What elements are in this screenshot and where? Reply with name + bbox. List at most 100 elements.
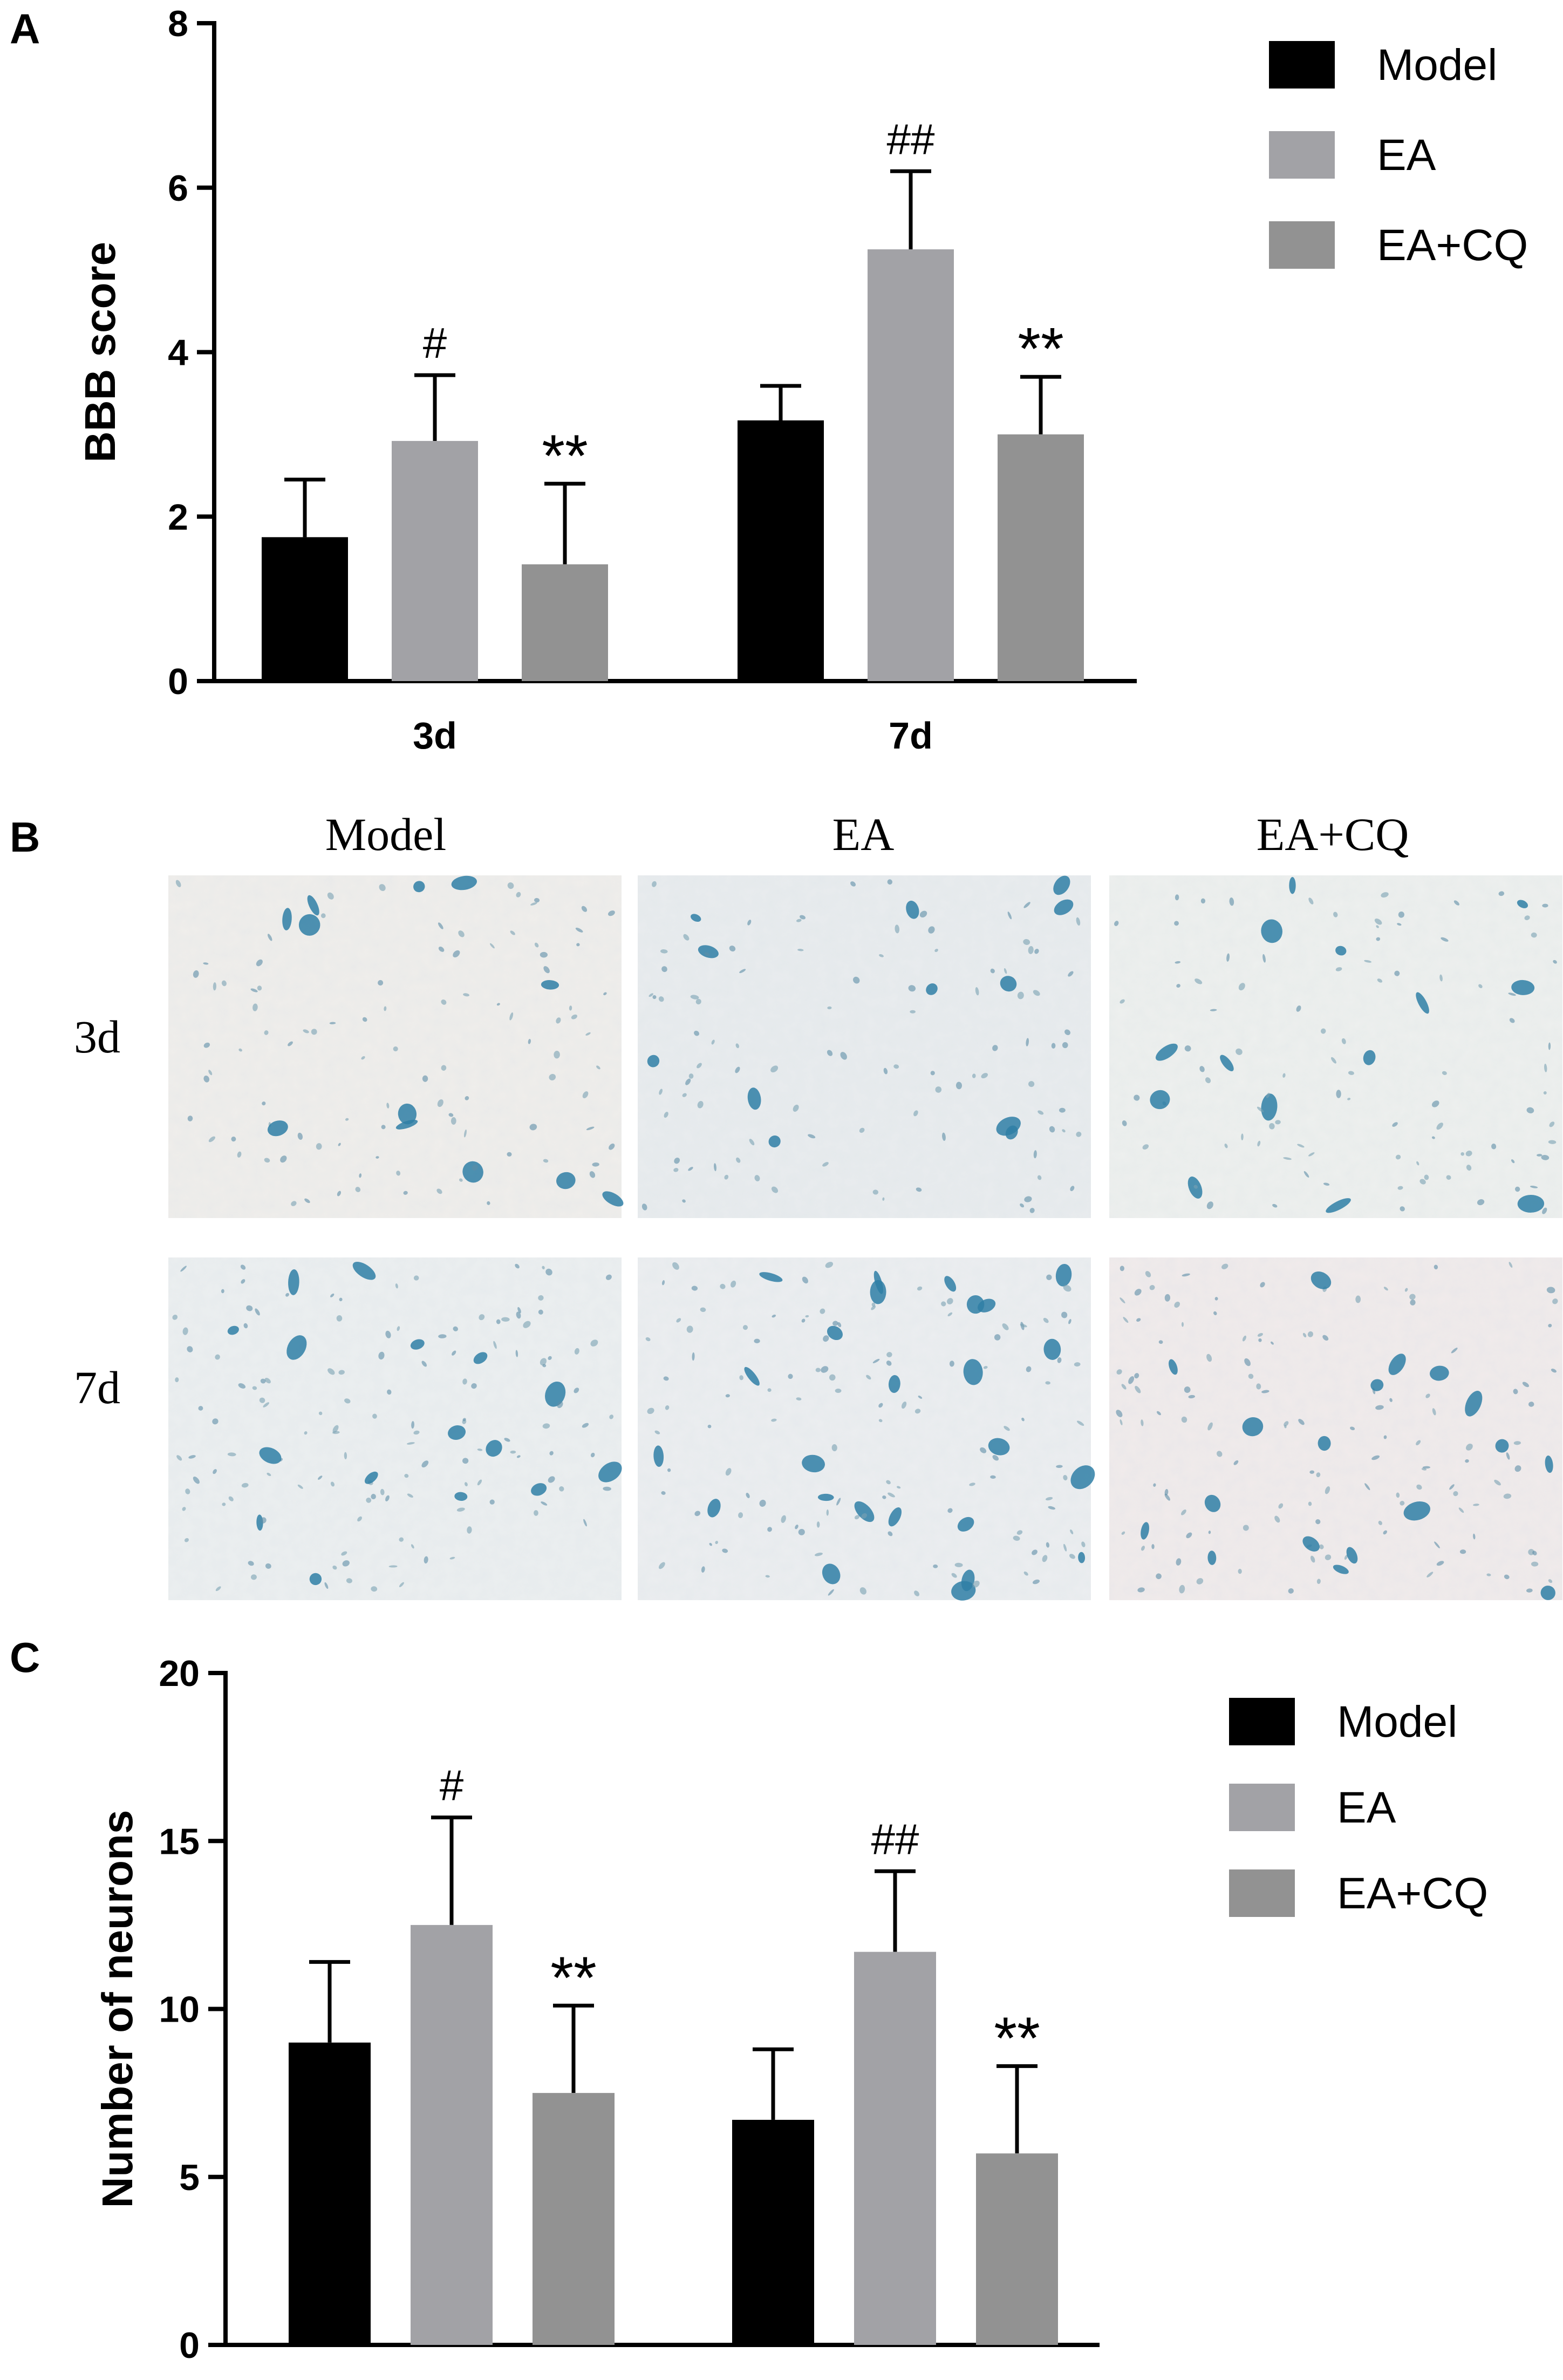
stained-neuron (827, 1325, 843, 1341)
stained-neuron (759, 1272, 783, 1282)
stained-nucleus (701, 1566, 705, 1573)
stained-nucleus (574, 1348, 579, 1355)
stained-nucleus (462, 1378, 467, 1385)
stained-nucleus (951, 1573, 957, 1578)
stained-nucleus (1325, 1486, 1330, 1494)
stained-nucleus (451, 1117, 456, 1125)
stained-nucleus (198, 1406, 203, 1411)
stained-nucleus (1283, 1157, 1292, 1160)
stained-nucleus (437, 1099, 443, 1107)
stained-nucleus (413, 1275, 419, 1281)
stained-nucleus (1432, 1408, 1436, 1416)
stained-nucleus (725, 1394, 730, 1398)
stained-nucleus (459, 1178, 463, 1182)
bar-ea-cq-7d (976, 2153, 1058, 2345)
stained-nucleus (477, 1479, 482, 1486)
stained-nucleus (1196, 1578, 1204, 1585)
stained-nucleus (465, 1096, 469, 1100)
stained-neuron (1005, 1125, 1018, 1140)
stained-nucleus (1383, 1435, 1387, 1439)
stained-nucleus (1511, 1159, 1515, 1164)
stained-nucleus (1546, 1287, 1555, 1294)
stained-nucleus (507, 1152, 512, 1157)
stained-nucleus (1486, 1573, 1491, 1576)
stained-nucleus (1477, 1199, 1485, 1206)
stained-nucleus (1174, 1301, 1180, 1308)
stained-nucleus (770, 1065, 779, 1073)
stained-nucleus (1028, 1081, 1035, 1087)
bar-ea-cq-3d (533, 2093, 615, 2345)
stained-nucleus (1494, 1479, 1501, 1486)
stained-nucleus (1344, 1554, 1348, 1560)
stained-nucleus (1548, 1042, 1551, 1050)
stained-nucleus (1400, 1501, 1405, 1506)
stained-nucleus (1513, 1441, 1521, 1445)
stained-nucleus (1158, 1340, 1163, 1344)
stained-nucleus (1504, 1574, 1510, 1580)
stained-nucleus (1004, 968, 1007, 974)
stained-nucleus (814, 1552, 823, 1556)
stained-nucleus (1278, 1503, 1284, 1509)
stained-nucleus (1416, 1440, 1421, 1445)
y-tick-label: 0 (168, 661, 188, 702)
stained-nucleus (1179, 1585, 1185, 1594)
stained-nucleus (1141, 1546, 1145, 1551)
stained-nucleus (935, 1086, 942, 1093)
stained-nucleus (1397, 1186, 1403, 1190)
tissue-texture (1109, 1257, 1562, 1600)
stained-nucleus (542, 1364, 547, 1368)
stained-nucleus (832, 1321, 838, 1326)
stained-nucleus (1033, 1150, 1037, 1159)
stained-nucleus (1020, 1324, 1027, 1328)
stained-nucleus (835, 1389, 842, 1393)
stained-nucleus (184, 1538, 189, 1542)
stained-nucleus (1028, 946, 1034, 954)
stained-nucleus (317, 1475, 323, 1480)
stained-nucleus (1542, 903, 1548, 908)
legend-label: EA (1377, 131, 1436, 180)
stained-nucleus (213, 982, 217, 991)
stained-nucleus (436, 1188, 442, 1194)
stained-nucleus (837, 1322, 842, 1328)
stained-neuron (1054, 899, 1074, 915)
stained-nucleus (767, 1388, 772, 1392)
stained-nucleus (972, 1580, 980, 1588)
stained-nucleus (1425, 1393, 1430, 1398)
stained-nucleus (316, 1143, 322, 1150)
legend-swatch (1229, 1784, 1295, 1831)
stained-nucleus (1378, 1520, 1382, 1525)
stained-nucleus (709, 1542, 712, 1546)
y-tick-label: 5 (179, 2157, 200, 2198)
stained-neuron (873, 1270, 883, 1294)
stained-nucleus (458, 930, 465, 937)
stained-neuron (653, 1445, 664, 1467)
stained-nucleus (1046, 1497, 1053, 1501)
stained-nucleus (342, 1560, 350, 1567)
stained-nucleus (1531, 1561, 1539, 1567)
y-axis-title: BBB score (76, 242, 124, 463)
stained-nucleus (797, 949, 804, 951)
stained-nucleus (462, 1418, 466, 1422)
stained-nucleus (1257, 1140, 1261, 1147)
stained-nucleus (528, 1039, 531, 1044)
stained-nucleus (256, 959, 263, 967)
stained-nucleus (1307, 1331, 1314, 1337)
stained-nucleus (320, 913, 326, 919)
stained-neuron (707, 1499, 721, 1518)
stained-nucleus (661, 966, 667, 973)
stained-nucleus (1074, 1362, 1081, 1367)
stained-nucleus (1023, 939, 1030, 945)
stained-neuron (1169, 1359, 1178, 1375)
stained-nucleus (1141, 1419, 1144, 1426)
stained-nucleus (355, 1187, 361, 1192)
stained-nucleus (771, 1186, 779, 1193)
stained-nucleus (496, 1003, 500, 1006)
stained-nucleus (1207, 1422, 1213, 1431)
stained-nucleus (203, 1042, 210, 1048)
stained-nucleus (463, 993, 470, 997)
stained-nucleus (1242, 1335, 1246, 1342)
stained-nucleus (815, 1368, 821, 1372)
stained-nucleus (888, 1492, 895, 1498)
stained-nucleus (1200, 898, 1206, 904)
stained-nucleus (1243, 1525, 1249, 1531)
